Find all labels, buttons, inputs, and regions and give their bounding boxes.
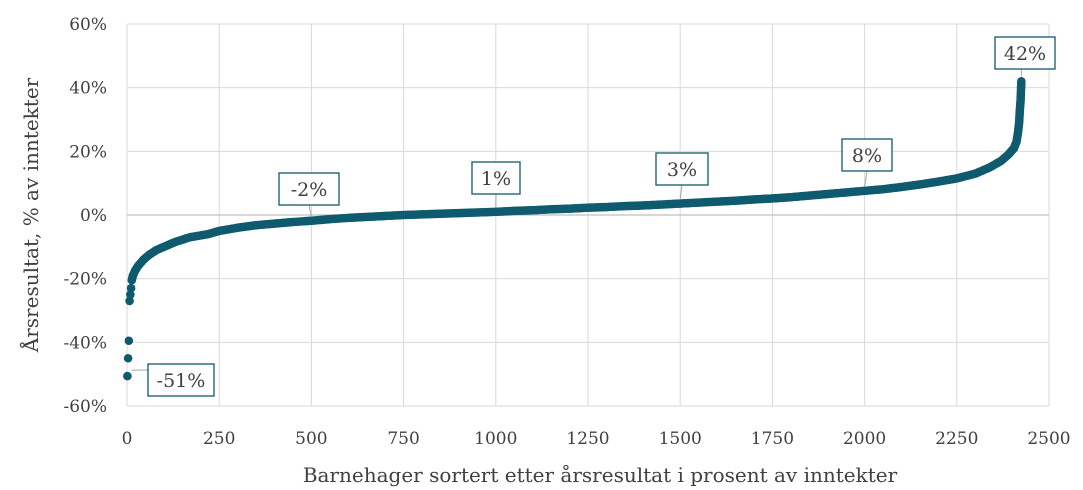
callout-label: 8% xyxy=(852,145,882,167)
x-axis-ticks: 0 250 500 750 1000 1250 1500 1750 2000 2250 2500 xyxy=(122,429,1071,449)
y-tick-label: -40% xyxy=(63,333,107,353)
callout-label: -2% xyxy=(291,179,328,201)
callout-label: 3% xyxy=(667,159,697,181)
data-points xyxy=(123,77,1026,380)
y-tick-label: -60% xyxy=(63,397,107,417)
x-tick-label: 1000 xyxy=(474,429,517,449)
x-tick-label: 1250 xyxy=(566,429,609,449)
data-point xyxy=(123,372,132,381)
callout-label: 42% xyxy=(1004,43,1046,65)
x-tick-label: 2500 xyxy=(1027,429,1070,449)
x-tick-label: 750 xyxy=(387,429,419,449)
y-tick-label: 60% xyxy=(69,15,107,35)
x-tick-label: 1750 xyxy=(751,429,794,449)
x-tick-label: 1500 xyxy=(659,429,702,449)
x-tick-label: 250 xyxy=(203,429,235,449)
data-point xyxy=(125,336,134,345)
x-tick-label: 2000 xyxy=(843,429,886,449)
data-point xyxy=(124,354,133,363)
callout-label: -51% xyxy=(157,370,206,392)
callout-label: 1% xyxy=(481,168,511,190)
data-point xyxy=(1017,77,1026,86)
y-tick-label: -20% xyxy=(63,270,107,290)
y-axis-title: Årsresultat, % av inntekter xyxy=(18,77,43,353)
x-axis-title: Barnehager sortert etter årsresultat i p… xyxy=(303,463,898,487)
y-tick-label: 0% xyxy=(80,206,107,226)
data-point xyxy=(127,284,136,293)
x-tick-label: 0 xyxy=(122,429,133,449)
x-tick-label: 2250 xyxy=(935,429,978,449)
x-tick-label: 500 xyxy=(295,429,327,449)
y-tick-label: 40% xyxy=(69,79,107,99)
y-axis-ticks: -60% -40% -20% 0% 20% 40% 60% xyxy=(63,15,107,417)
y-tick-label: 20% xyxy=(69,142,107,162)
